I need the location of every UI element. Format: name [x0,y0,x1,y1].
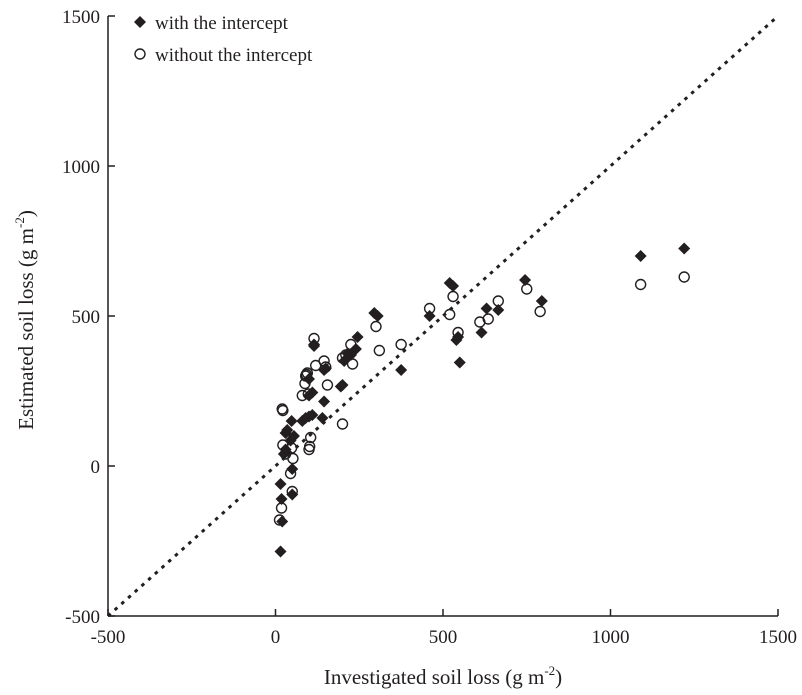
data-point-without-intercept [521,283,533,295]
data-point-without-intercept [296,389,308,402]
x-axis-ticks: -500 0 500 1000 1500 [91,609,797,648]
data-point-with-intercept [519,274,532,286]
data-point-without-intercept [284,467,297,480]
data-point-without-intercept [336,418,349,430]
y-tick-label: 500 [72,307,101,328]
data-point-without-intercept [534,305,546,318]
y-tick-label: -500 [65,607,100,628]
x-tick-label: -500 [91,627,126,648]
data-point-without-intercept [308,332,320,345]
data-point-with-intercept [480,302,493,315]
series-with-intercept [274,242,691,558]
x-axis-title-suffix: ) [555,665,562,689]
data-point-with-intercept [351,331,364,343]
data-point-with-intercept [453,356,466,369]
data-point-without-intercept [300,368,313,381]
y-axis-title: Estimated soil loss (g m-2) [12,210,38,430]
data-point-with-intercept [287,430,300,442]
data-point-with-intercept [306,409,319,421]
data-point-without-intercept [340,349,352,361]
data-point-with-intercept [318,395,331,408]
data-point-without-intercept [447,290,459,303]
y-tick-label: 0 [91,457,101,478]
plot-frame [107,16,778,617]
data-point-without-intercept [287,452,299,465]
x-tick-label: 0 [271,627,281,648]
data-point-without-intercept [320,361,332,373]
data-point-without-intercept [678,271,690,283]
data-point-without-intercept [423,302,436,315]
y-tick-label: 1500 [62,7,100,28]
data-point-without-intercept [482,313,494,325]
x-tick-label: 1500 [759,627,797,648]
x-tick-label: 500 [429,627,458,648]
y-axis-title-superscript: -2 [12,217,27,228]
data-point-without-intercept [336,352,349,364]
legend-label-without-intercept: without the intercept [155,45,313,66]
x-axis-title-prefix: Investigated soil loss (g m [324,665,544,689]
data-point-without-intercept [492,295,504,307]
data-point-without-intercept [277,404,289,417]
data-point-with-intercept [371,310,384,322]
data-point-without-intercept [275,502,288,514]
data-point-with-intercept [634,250,647,262]
data-point-without-intercept [286,485,298,498]
data-point-with-intercept [274,545,287,558]
data-point-without-intercept [345,338,357,351]
data-point-without-intercept [273,514,286,526]
data-point-without-intercept [318,355,330,367]
data-point-with-intercept [447,280,460,292]
data-point-without-intercept [304,431,317,444]
data-point-with-intercept [276,515,289,528]
legend-circle-marker [134,48,146,60]
data-point-with-intercept [285,415,298,427]
y-axis-title-prefix: Estimated soil loss (g m [14,228,38,430]
data-point-with-intercept [274,478,287,490]
data-point-without-intercept [346,358,359,370]
data-point-without-intercept [370,320,382,333]
data-point-without-intercept [321,379,334,391]
data-point-with-intercept [678,242,691,255]
data-point-with-intercept [336,379,349,391]
data-point-without-intercept [299,377,311,390]
y-axis-title-suffix: ) [14,210,38,217]
data-point-with-intercept [281,424,294,436]
legend-diamond-marker [134,16,146,28]
y-axis-ticks: -500 0 500 1000 1500 [62,7,115,628]
data-point-with-intercept [475,326,488,339]
data-point-without-intercept [452,326,464,339]
x-axis-title-superscript: -2 [544,663,555,678]
x-tick-label: 1000 [592,627,630,648]
data-point-with-intercept [535,295,548,307]
data-point-without-intercept [444,308,456,321]
series-without-intercept [273,271,690,526]
data-point-with-intercept [316,412,329,424]
y-tick-label: 1000 [62,157,100,178]
one-to-one-reference-line [106,14,780,618]
data-point-with-intercept [275,493,288,505]
x-axis-title: Investigated soil loss (g m-2) [324,663,562,689]
legend: with the intercept without the intercept [134,13,313,66]
data-point-with-intercept [286,488,299,501]
data-point-without-intercept [303,440,316,453]
data-point-without-intercept [302,388,315,400]
data-point-without-intercept [301,367,314,379]
data-point-with-intercept [492,304,505,316]
data-point-without-intercept [395,338,407,351]
data-point-with-intercept [349,343,362,355]
data-point-without-intercept [634,278,647,291]
data-point-with-intercept [395,364,408,376]
data-point-without-intercept [373,344,386,357]
legend-label-with-intercept: with the intercept [155,13,289,34]
